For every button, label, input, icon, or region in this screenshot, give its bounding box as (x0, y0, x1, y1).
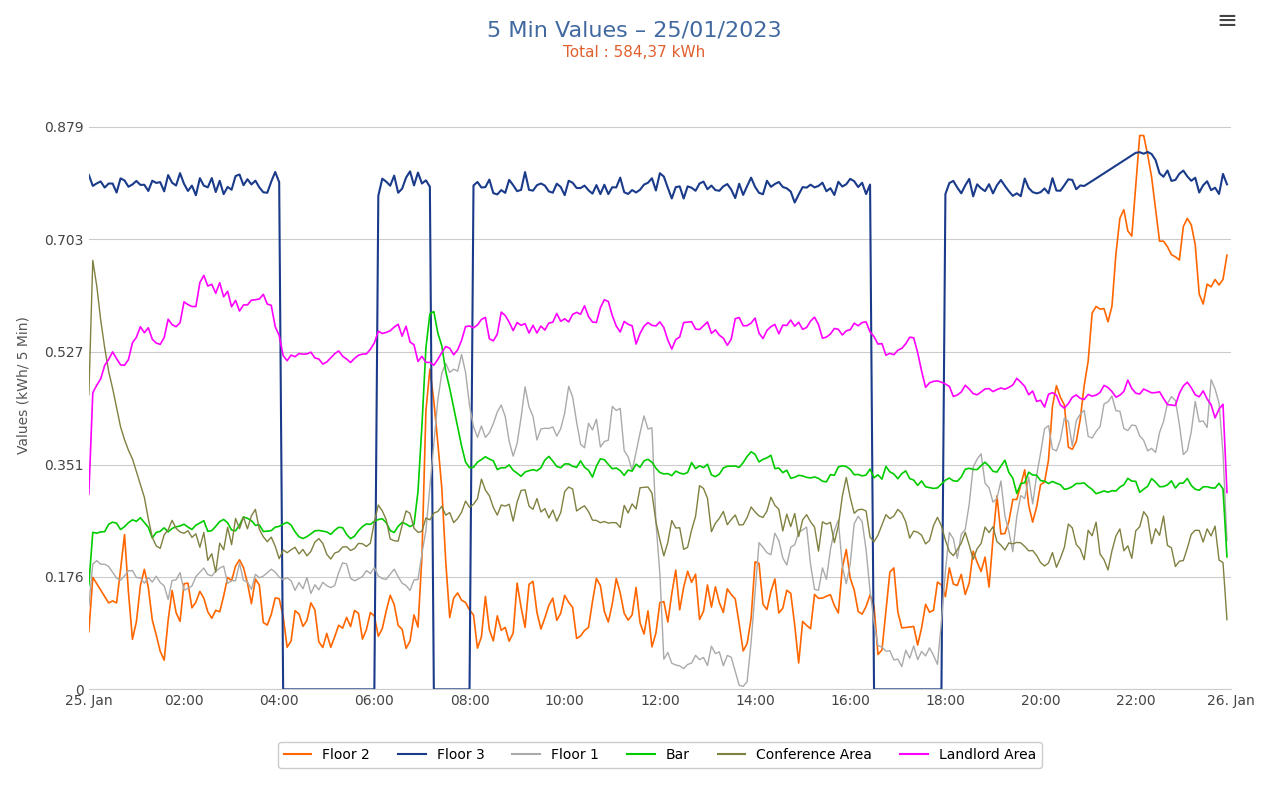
Legend: Floor 2, Floor 3, Floor 1, Bar, Conference Area, Landlord Area: Floor 2, Floor 3, Floor 1, Bar, Conferen… (278, 742, 1042, 767)
Floor 1 (660, 648, 675, 658)
Line: Bar: Bar (89, 311, 1227, 585)
Floor 2 (1124, 231, 1140, 241)
Conference Area (660, 538, 675, 547)
Floor 3 (1140, 147, 1155, 157)
Landlord Area (197, 271, 212, 281)
Floor 3 (1089, 174, 1104, 183)
Floor 3 (81, 170, 96, 180)
Conference Area (1061, 519, 1076, 529)
Landlord Area (1061, 399, 1076, 409)
Floor 1 (454, 350, 470, 359)
Floor 3 (275, 684, 291, 694)
Bar (81, 580, 96, 590)
Floor 1 (736, 681, 751, 691)
Floor 1 (1065, 441, 1080, 451)
Floor 1 (180, 583, 195, 593)
Floor 1 (1128, 421, 1143, 431)
Conference Area (1124, 553, 1140, 563)
Floor 2 (180, 578, 195, 588)
Landlord Area (1089, 390, 1104, 400)
Bar (1041, 478, 1056, 488)
Landlord Area (180, 300, 195, 310)
Conference Area (85, 255, 100, 265)
Floor 3 (1041, 188, 1056, 198)
Landlord Area (1124, 384, 1140, 393)
Floor 2 (1061, 442, 1076, 452)
Text: Total : 584,37 kWh: Total : 584,37 kWh (563, 45, 706, 60)
Line: Floor 2: Floor 2 (89, 135, 1227, 663)
Floor 2 (656, 597, 671, 607)
Text: 5 Min Values – 25/01/2023: 5 Min Values – 25/01/2023 (487, 20, 782, 41)
Floor 2 (1220, 251, 1235, 260)
Floor 2 (1132, 131, 1147, 140)
Floor 3 (1124, 151, 1140, 161)
Conference Area (1041, 558, 1056, 568)
Bar (1220, 552, 1235, 562)
Floor 2 (81, 627, 96, 637)
Bar (660, 469, 675, 478)
Landlord Area (1220, 487, 1235, 497)
Conference Area (81, 390, 96, 400)
Floor 3 (180, 186, 195, 195)
Line: Landlord Area: Landlord Area (89, 276, 1227, 494)
Floor 3 (660, 183, 675, 193)
Bar (1089, 489, 1104, 499)
Floor 2 (1089, 302, 1104, 311)
Floor 1 (1093, 422, 1108, 431)
Line: Floor 3: Floor 3 (89, 152, 1227, 689)
Conference Area (1220, 615, 1235, 624)
Conference Area (1089, 517, 1104, 527)
Landlord Area (1041, 389, 1056, 399)
Floor 3 (1220, 179, 1235, 189)
Floor 2 (791, 659, 806, 668)
Floor 2 (1041, 455, 1056, 465)
Line: Floor 1: Floor 1 (89, 354, 1227, 686)
Bar (426, 307, 442, 316)
Bar (1124, 476, 1140, 486)
Landlord Area (660, 335, 675, 345)
Bar (1061, 483, 1076, 493)
Floor 1 (1220, 535, 1235, 545)
Text: ≡: ≡ (1216, 10, 1237, 33)
Floor 1 (1044, 444, 1060, 454)
Line: Conference Area: Conference Area (89, 260, 1227, 620)
Floor 3 (1061, 174, 1076, 184)
Landlord Area (81, 489, 96, 499)
Conference Area (184, 533, 199, 543)
Bar (180, 522, 195, 532)
Floor 1 (81, 601, 96, 611)
Y-axis label: Values (kWh/ 5 Min): Values (kWh/ 5 Min) (16, 316, 30, 454)
